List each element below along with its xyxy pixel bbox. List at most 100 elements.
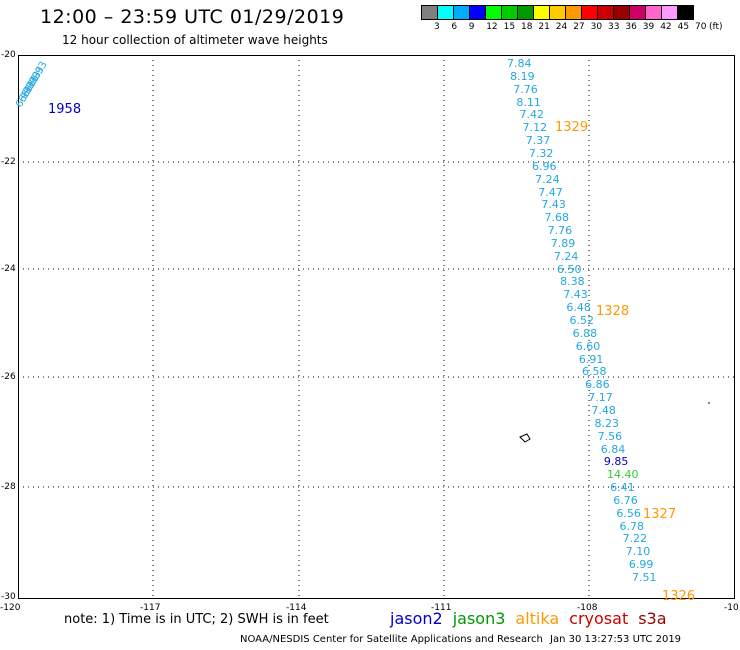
- legend-label: 6: [451, 22, 458, 32]
- legend-label: (ft): [709, 22, 723, 32]
- legend-swatch: [645, 5, 662, 20]
- wave-height-label: 6.99: [628, 558, 654, 572]
- legend-label: 42: [660, 22, 672, 32]
- wave-height-label: 7.56: [597, 429, 623, 443]
- wave-height-label: 6.88: [572, 326, 598, 340]
- legend-labels: 3 6 9 12 15 18 21 24 27 30 33 36 39 42 45 70 (ft): [421, 22, 740, 34]
- legend-swatch: [613, 5, 630, 20]
- legend-label: 18: [521, 22, 533, 32]
- longitude-label: -117: [140, 603, 161, 613]
- legend-swatch: [629, 5, 646, 20]
- map-frame: [18, 55, 735, 599]
- legend-label: 12: [486, 22, 498, 32]
- legend-swatch: [517, 5, 534, 20]
- map-grid: [18, 55, 735, 599]
- latitude-label: -28: [1, 482, 16, 492]
- generated-timestamp: Jan 30 13:27:53 UTC 2019: [550, 634, 682, 645]
- wave-height-label: 7.43: [541, 198, 566, 212]
- legend-swatch: [501, 5, 518, 20]
- wave-height-label: 7.42: [519, 108, 545, 122]
- gridlines: [18, 55, 735, 599]
- map-title: 12:00 – 23:59 UTC 01/29/2019: [40, 6, 345, 28]
- wave-height-label: 6.76: [613, 493, 638, 507]
- legend-swatch: [469, 5, 486, 20]
- wave-height-label: 7.51: [632, 571, 657, 584]
- legend-swatch: [661, 5, 678, 20]
- legend-label: 27: [573, 22, 585, 32]
- wave-height-label: 8.19: [510, 69, 535, 83]
- legend-swatch: [421, 5, 438, 20]
- wave-height-label: 6.50: [557, 262, 582, 276]
- latitude-label: -30: [1, 592, 16, 602]
- wave-height-label: 14.40: [607, 468, 639, 482]
- wave-height-label: 6.91: [578, 352, 604, 366]
- legend-swatch: [581, 5, 598, 20]
- longitude-label: -10: [724, 603, 739, 613]
- color-legend: [421, 5, 694, 20]
- wave-height-label: 7.32: [528, 146, 554, 160]
- wave-height-label: 6.48: [566, 301, 591, 315]
- latitude-label: -20: [1, 50, 16, 60]
- wave-height-label: 7.24: [535, 172, 560, 186]
- map-subtitle: 12 hour collection of altimeter wave hei…: [62, 33, 328, 47]
- legend-label: 24: [555, 22, 568, 32]
- wave-height-label: 7.89: [550, 236, 576, 250]
- wave-height-label: 6.58: [582, 365, 607, 379]
- wave-height-label: 8.38: [560, 275, 585, 289]
- wave-height-label: 7.47: [538, 185, 563, 199]
- wave-height-label: 8.23: [594, 416, 620, 430]
- legend-label: 33: [608, 22, 620, 32]
- wave-height-label: 6.96: [532, 159, 557, 173]
- legend-label: 39: [642, 22, 655, 32]
- legend-label: 9: [468, 22, 475, 32]
- satellite-label: jason2: [390, 609, 443, 628]
- pass-time-label: 1329: [555, 120, 589, 135]
- satellite-legend: jason2 jason3 altika cryosat s3a: [390, 609, 677, 628]
- wave-height-label: 6.78: [619, 519, 645, 533]
- longitude-label: -108: [577, 603, 598, 613]
- island-outline: [519, 402, 710, 443]
- footer-note: note: 1) Time is in UTC; 2) SWH is in fe…: [64, 612, 329, 627]
- legend-swatch: [453, 5, 470, 20]
- latitude-label: -24: [1, 264, 16, 274]
- legend-label: 70: [695, 22, 707, 32]
- wave-height-label: 7.76: [513, 82, 538, 96]
- wave-height-label: 7.17: [588, 391, 613, 405]
- wave-height-label: 7.22: [622, 532, 648, 546]
- pass-time-label: 1326: [662, 589, 696, 604]
- pass-time-label: 1327: [643, 507, 677, 522]
- legend-label: 3: [434, 22, 440, 32]
- legend-swatch: [597, 5, 614, 20]
- legend-swatch: [533, 5, 550, 20]
- legend-swatch: [437, 5, 454, 20]
- longitude-label: -120: [0, 603, 21, 613]
- legend-swatch: [677, 5, 694, 20]
- satellite-label: jason3: [452, 609, 506, 628]
- wave-height-label: 9.85: [603, 455, 629, 469]
- wave-height-label: 6.84: [600, 442, 626, 456]
- wave-height-label: 6.41: [610, 481, 635, 495]
- wave-height-label: 8.11: [516, 95, 541, 109]
- legend-swatch: [485, 5, 502, 20]
- wave-height-label: 6.52: [569, 314, 595, 327]
- wave-height-label: 7.10: [625, 545, 651, 559]
- longitude-label: -114: [286, 603, 307, 613]
- wave-height-label: 7.12: [522, 121, 548, 135]
- credit-text: NOAA/NESDIS Center for Satellite Applica…: [240, 634, 543, 645]
- satellite-label: cryosat: [569, 609, 629, 628]
- latitude-label: -26: [1, 372, 16, 382]
- legend-label: 36: [625, 22, 637, 32]
- wave-height-label: 7.84: [507, 57, 532, 70]
- legend-label: 30: [590, 22, 603, 32]
- wave-height-label: 7.48: [591, 403, 616, 417]
- wave-height-label: 7.24: [553, 249, 579, 263]
- legend-label: 21: [538, 22, 550, 32]
- corner-pass-time: 1958: [48, 102, 82, 117]
- latitude-label: -22: [1, 157, 16, 167]
- legend-label: 15: [503, 22, 516, 32]
- wave-height-label: 7.43: [563, 288, 588, 302]
- wave-height-label: 6.56: [616, 506, 641, 520]
- satellite-label: s3a: [638, 609, 667, 628]
- pass-time-label: 1328: [596, 304, 630, 319]
- wave-height-label: 7.68: [544, 211, 570, 225]
